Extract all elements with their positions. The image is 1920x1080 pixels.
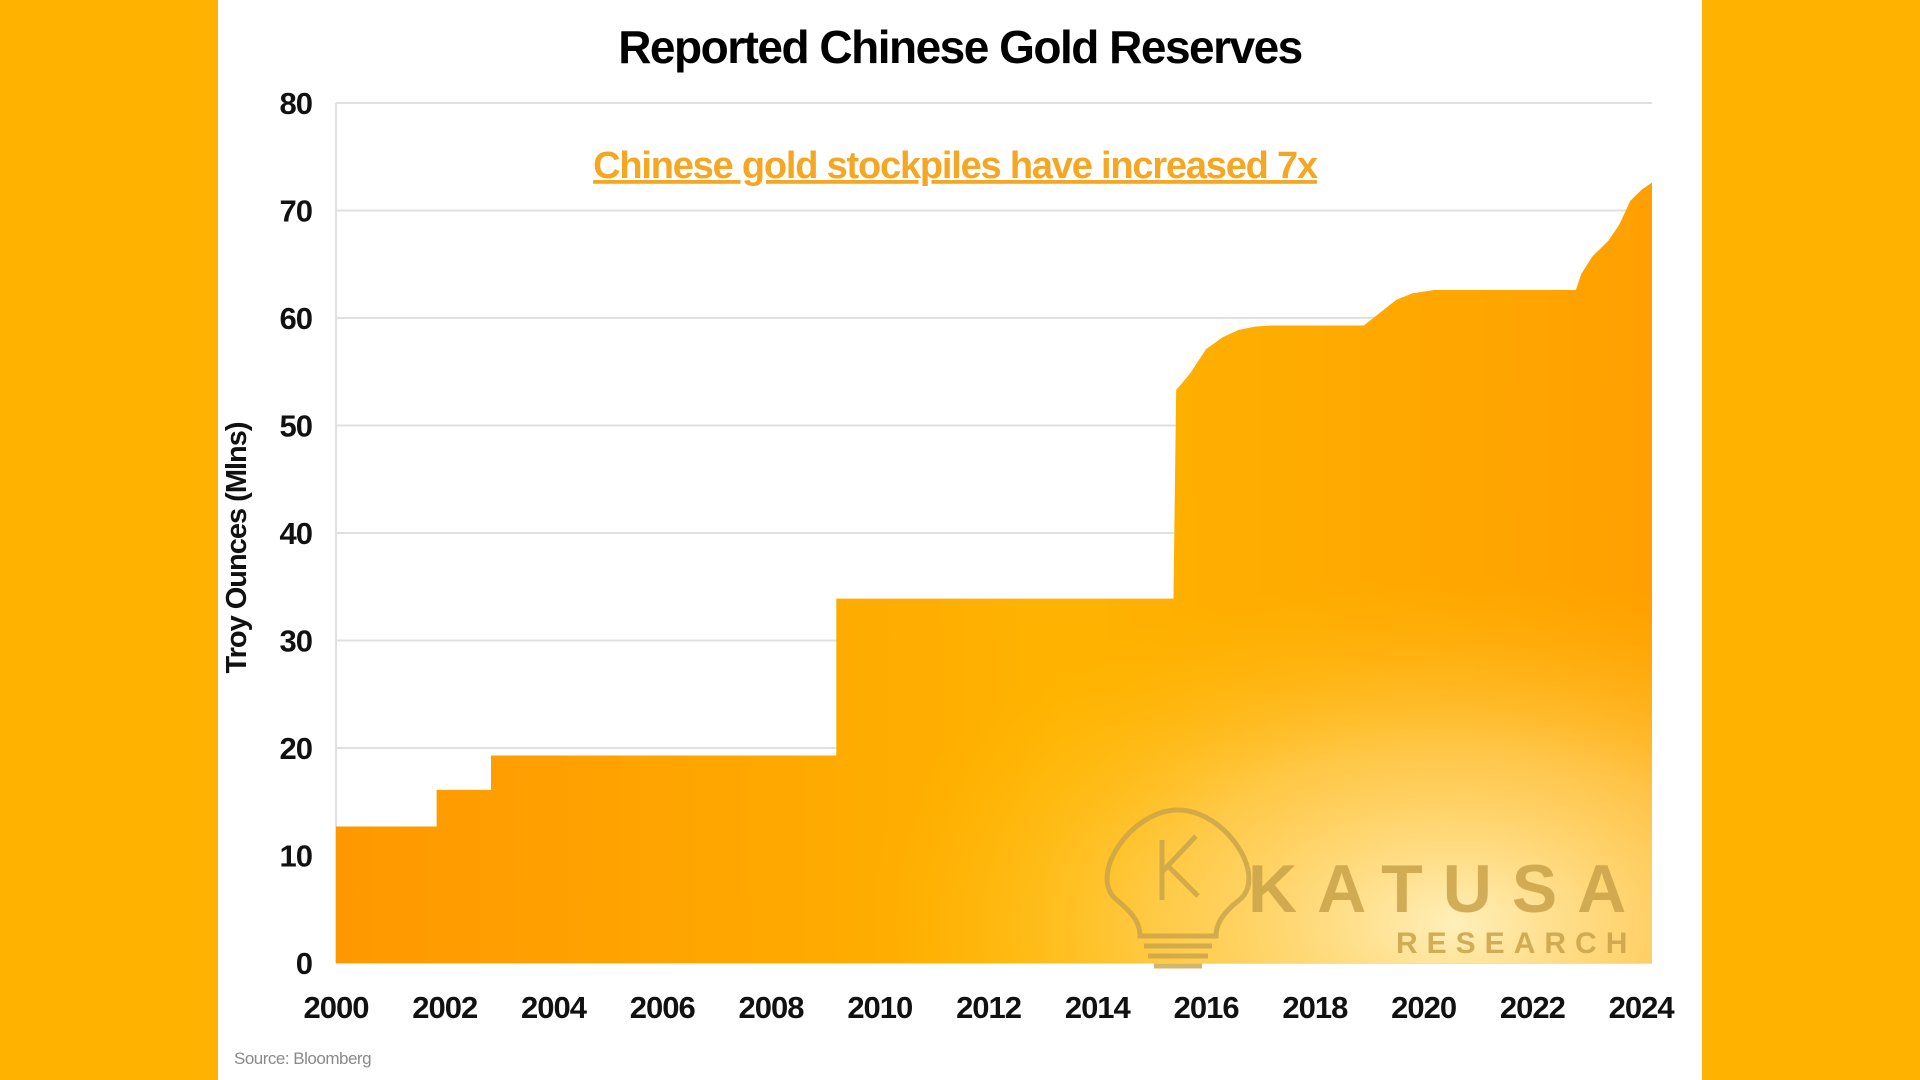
watermark-subword: RESEARCH [1396,927,1636,960]
x-tick-label: 2014 [1065,990,1132,1025]
series-area-highlight [336,182,1652,964]
y-tick-label: 0 [296,946,312,981]
x-tick-label: 2016 [1174,990,1240,1025]
x-tick-label: 2018 [1282,990,1348,1025]
x-tick-label: 2006 [630,990,696,1025]
x-tick-label: 2008 [739,990,805,1025]
y-axis-label: Troy Ounces (Mlns) [221,422,253,673]
chart-title: Reported Chinese Gold Reserves [618,21,1302,73]
x-tick-label: 2010 [847,990,912,1025]
y-tick-label: 70 [280,194,312,229]
katusa-research-watermark: KATUSA RESEARCH [1104,807,1646,969]
y-tick-label: 60 [280,301,312,336]
x-tick-labels: 2000 2002 2004 2006 2008 2010 2012 2014 2016 2018… [304,990,1677,1025]
chart-annotation: Chinese gold stockpiles have increased 7… [593,145,1318,187]
chart-panel: Reported Chinese Gold Reserves 0 10 20 30 40… [218,0,1702,1080]
x-tick-label: 2004 [521,990,588,1025]
y-tick-label: 50 [280,409,312,444]
x-tick-label: 2012 [956,990,1021,1025]
watermark-word: KATUSA [1248,851,1646,927]
x-tick-label: 2024 [1609,990,1676,1025]
x-tick-label: 2022 [1500,990,1565,1025]
source-note: Source: Bloomberg [234,1049,371,1068]
lightbulb-k-icon [1104,807,1252,969]
y-tick-label: 10 [280,839,312,874]
x-tick-label: 2020 [1391,990,1456,1025]
y-tick-labels: 0 10 20 30 40 50 60 70 80 [280,86,313,981]
x-tick-label: 2002 [412,990,477,1025]
y-tick-label: 20 [280,731,312,766]
y-tick-label: 30 [280,624,312,659]
y-tick-label: 80 [280,86,312,121]
y-tick-label: 40 [280,516,312,551]
x-tick-label: 2000 [304,990,369,1025]
chart: Reported Chinese Gold Reserves 0 10 20 30 40… [221,21,1677,1068]
